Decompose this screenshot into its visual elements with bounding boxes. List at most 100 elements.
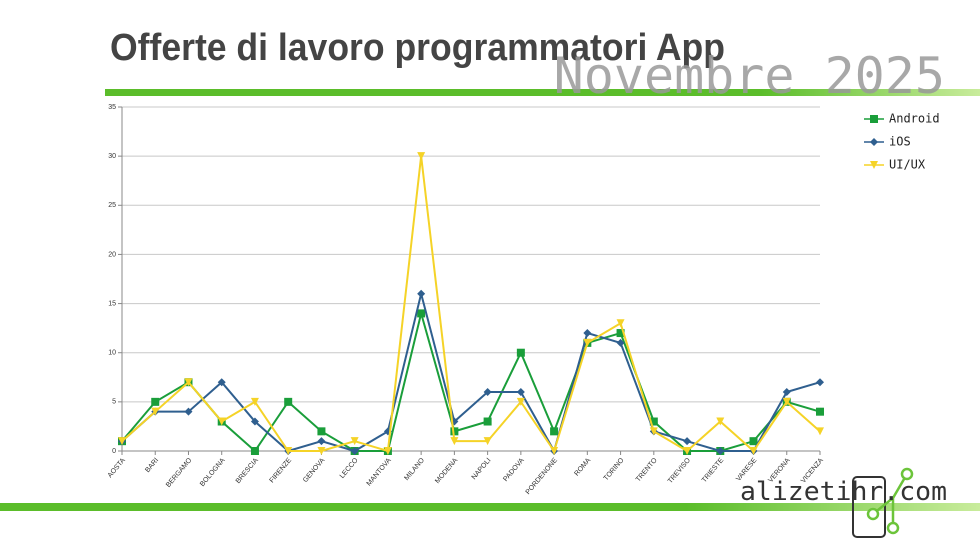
legend-item: UI/UX (864, 158, 926, 172)
point (417, 309, 426, 318)
point (284, 397, 293, 406)
point (816, 427, 824, 436)
point (350, 447, 359, 455)
point (870, 161, 878, 169)
point (716, 447, 725, 455)
legend-label: Android (889, 112, 940, 126)
x-tick-label: TORINO (603, 457, 626, 483)
x-tick-label: TRIESTE (701, 457, 726, 484)
point (417, 152, 426, 161)
y-tick-label: 30 (108, 153, 116, 160)
point (284, 447, 293, 455)
logo-node (900, 467, 914, 481)
y-tick-label: 10 (108, 350, 116, 357)
logo-text: alizetihr.com (740, 477, 947, 507)
point (583, 338, 592, 347)
x-tick-label: BERGAMO (165, 457, 194, 489)
y-tick-label: 0 (112, 448, 116, 455)
point (616, 329, 625, 338)
point (649, 417, 658, 426)
logo-phone (852, 476, 886, 538)
x-tick-label: MILANO (403, 457, 426, 482)
point (683, 437, 692, 446)
point (516, 348, 525, 357)
y-tick-label: 25 (108, 202, 116, 209)
point (616, 319, 625, 328)
x-tick-label: TREVISO (667, 457, 692, 485)
point (317, 447, 326, 455)
point (616, 338, 625, 347)
point (151, 397, 160, 406)
point (250, 397, 259, 406)
point (350, 437, 359, 446)
legend-item: Android (864, 112, 940, 126)
x-tick-label: PADOVA (502, 457, 526, 483)
series-line (121, 156, 821, 454)
point (483, 417, 492, 426)
point (317, 437, 326, 446)
point (583, 329, 592, 338)
point (217, 417, 226, 426)
series-line (121, 293, 821, 454)
x-tick-label: GENOVA (302, 457, 326, 484)
x-tick-label: AOSTA (107, 457, 127, 480)
point (483, 437, 492, 446)
point (450, 437, 459, 446)
x-tick-label: NAPOLI (471, 457, 493, 481)
bottom-bar (0, 503, 980, 511)
point (483, 388, 492, 397)
legend-label: UI/UX (889, 158, 926, 172)
x-tick-label: TRENTO (635, 457, 659, 484)
legend-item: iOS (864, 135, 911, 149)
point (184, 407, 193, 416)
chart: 0 5 10 15 20 25 30 35 AOSTA BARI BERGAMO BOLOGNA BRE… (107, 104, 940, 496)
point (516, 397, 525, 406)
point (550, 427, 559, 436)
x-tick-label: MANTOVA (366, 457, 393, 488)
point (816, 378, 824, 387)
series-line (121, 309, 821, 453)
top-bar (105, 89, 980, 96)
legend-label: iOS (889, 135, 911, 149)
point (716, 417, 725, 426)
point (749, 447, 758, 455)
subtitle: Novembre 2025 (554, 47, 945, 105)
point (317, 427, 326, 436)
point (250, 417, 259, 426)
point (383, 447, 392, 455)
title: Offerte di lavoro programmatori App (110, 27, 725, 69)
point (782, 388, 791, 397)
point (683, 447, 692, 455)
point (816, 407, 824, 416)
point (217, 378, 226, 387)
x-tick-label: ROMA (573, 457, 592, 478)
point (749, 437, 758, 446)
point (516, 388, 525, 397)
x-tick-label: PORDENONE (525, 457, 560, 496)
point (151, 407, 160, 416)
point (417, 289, 426, 298)
point (550, 447, 559, 455)
y-tick-label: 20 (108, 251, 116, 258)
x-tick-label: MODENA (434, 457, 459, 485)
point (184, 378, 193, 387)
y-tick-label: 35 (108, 104, 116, 111)
point (649, 427, 658, 436)
logo-node (886, 521, 900, 535)
point (118, 437, 126, 446)
y-tick-label: 5 (112, 399, 116, 406)
y-tick-label: 15 (108, 300, 116, 307)
point (782, 397, 791, 406)
x-tick-label: FIRENZE (269, 457, 294, 485)
point (450, 427, 459, 436)
point (870, 115, 878, 123)
x-tick-label: BRESCIA (235, 457, 260, 485)
x-tick-label: BARI (144, 457, 160, 474)
logo-node (866, 507, 880, 521)
point (250, 447, 259, 455)
point (870, 138, 878, 146)
logo: alizetihr.com (740, 467, 947, 538)
x-tick-label: LECCO (339, 457, 360, 480)
x-tick-label: BOLOGNA (199, 457, 227, 488)
